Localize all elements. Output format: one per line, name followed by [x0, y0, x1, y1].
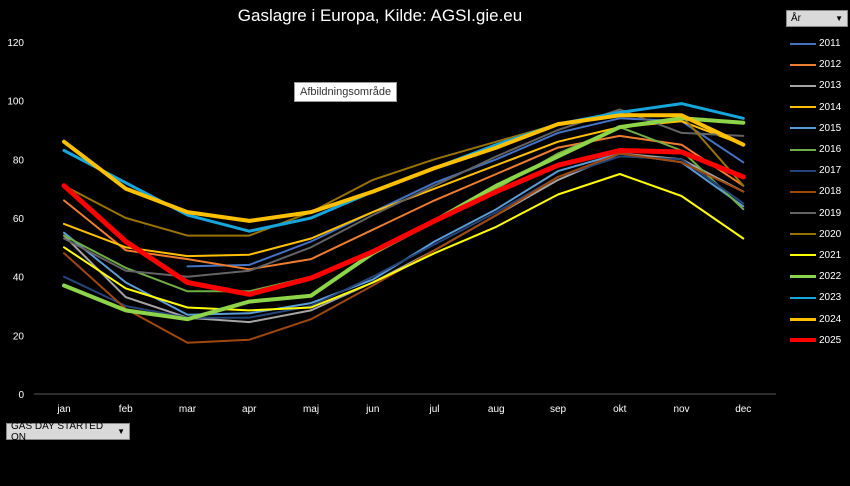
legend-label: 2012	[819, 59, 842, 71]
legend-swatch	[790, 254, 816, 257]
legend-item-2020[interactable]: 2020	[790, 224, 850, 245]
legend-item-2015[interactable]: 2015	[790, 118, 850, 139]
legend-item-2023[interactable]: 2023	[790, 287, 850, 308]
y-tick-label: 80	[13, 155, 25, 166]
legend-swatch	[790, 84, 816, 87]
legend-item-2022[interactable]: 2022	[790, 266, 850, 287]
y-tick-label: 0	[18, 390, 24, 401]
y-tick-label: 120	[7, 38, 24, 49]
legend-label: 2023	[819, 292, 842, 304]
legend-item-2017[interactable]: 2017	[790, 160, 850, 181]
legend-label: 2016	[819, 144, 842, 156]
x-tick-label: dec	[735, 404, 751, 415]
legend-item-2016[interactable]: 2016	[790, 139, 850, 160]
legend-swatch	[790, 106, 816, 109]
chart-legend: 2011 2012 2013 2014 2015 2016 2017 2018 2019 2020…	[790, 33, 850, 351]
legend-item-2011[interactable]: 2011	[790, 33, 850, 54]
legend-swatch	[790, 42, 816, 45]
series-line-2021	[63, 173, 745, 312]
x-tick-label: sep	[550, 404, 567, 415]
legend-swatch	[790, 275, 816, 279]
y-tick-label: 40	[13, 273, 25, 284]
x-tick-label: jul	[428, 404, 439, 415]
legend-label: 2018	[819, 186, 842, 198]
dropdown-arrow-icon: ▼	[835, 14, 843, 23]
series-line-2022	[62, 116, 746, 322]
legend-swatch	[790, 63, 816, 66]
x-tick-label: apr	[242, 404, 257, 415]
plot-area-tooltip: Afbildningsområde	[294, 82, 398, 102]
x-tick-label: aug	[488, 404, 505, 415]
legend-item-2014[interactable]: 2014	[790, 97, 850, 118]
legend-item-2018[interactable]: 2018	[790, 181, 850, 202]
x-tick-label: jun	[365, 404, 379, 415]
dropdown-arrow-icon: ▼	[117, 427, 125, 436]
chart-series-lines	[61, 102, 746, 344]
legend-swatch	[790, 338, 816, 343]
legend-label: 2017	[819, 165, 842, 177]
x-tick-label: okt	[613, 404, 627, 415]
legend-label: 2025	[819, 334, 842, 346]
series-line-2011	[186, 117, 745, 268]
legend-swatch	[790, 317, 816, 321]
legend-label: 2021	[819, 249, 842, 261]
legend-swatch	[790, 169, 816, 172]
legend-item-2024[interactable]: 2024	[790, 308, 850, 329]
legend-label: 2020	[819, 228, 842, 240]
legend-label: 2014	[819, 101, 842, 113]
x-tick-label: feb	[119, 404, 133, 415]
year-filter-button[interactable]: År ▼	[786, 10, 848, 27]
legend-item-2025[interactable]: 2025	[790, 330, 850, 351]
legend-label: 2015	[819, 122, 842, 134]
x-tick-label: nov	[673, 404, 689, 415]
legend-swatch	[790, 296, 816, 299]
x-tick-label: mar	[179, 404, 197, 415]
legend-item-2013[interactable]: 2013	[790, 75, 850, 96]
legend-item-2021[interactable]: 2021	[790, 245, 850, 266]
year-filter-label: År	[791, 13, 801, 24]
series-line-2024	[62, 113, 746, 223]
legend-label: 2011	[819, 38, 841, 50]
legend-swatch	[790, 212, 816, 215]
legend-swatch	[790, 127, 816, 130]
legend-swatch	[790, 148, 816, 151]
y-tick-label: 60	[13, 214, 25, 225]
legend-item-2019[interactable]: 2019	[790, 203, 850, 224]
x-tick-label: maj	[303, 404, 319, 415]
chart-title: Gaslagre i Europa, Kilde: AGSI.gie.eu	[237, 6, 523, 25]
gas-day-filter-label: GAS DAY STARTED ON	[11, 420, 104, 443]
legend-label: 2013	[819, 80, 842, 92]
y-tick-label: 20	[13, 331, 25, 342]
chart-axes: 0 20 40 60 80 100 120 jan feb mar apr maj jun jul aug s…	[7, 38, 776, 415]
series-line-2012	[63, 134, 745, 271]
legend-item-2012[interactable]: 2012	[790, 54, 850, 75]
gas-day-filter-button[interactable]: GAS DAY STARTED ON ▼	[6, 420, 130, 443]
y-tick-label: 100	[7, 97, 24, 108]
series-line-2025	[61, 148, 746, 297]
legend-label: 2024	[819, 313, 842, 325]
legend-label: 2019	[819, 207, 842, 219]
x-tick-label: jan	[56, 404, 70, 415]
legend-swatch	[790, 233, 816, 236]
legend-label: 2022	[819, 271, 842, 283]
legend-swatch	[790, 190, 816, 193]
series-line-2020	[63, 114, 745, 237]
